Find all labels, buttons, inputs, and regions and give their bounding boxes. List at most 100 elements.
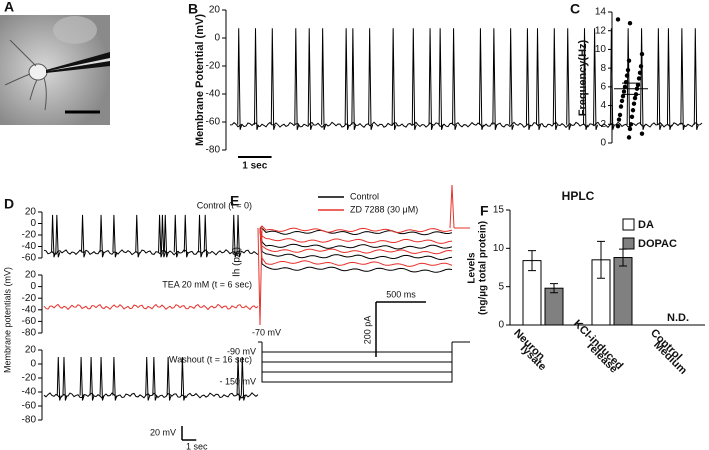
chart-title: HPLC <box>562 189 595 203</box>
trace-baseline <box>43 303 259 311</box>
axis-title: Membrane potentials (mV) <box>2 267 12 373</box>
spike <box>160 214 166 258</box>
panel-label: B <box>188 1 198 17</box>
voltage-label: - 150 mV <box>219 376 256 386</box>
spike <box>180 356 186 401</box>
spike <box>321 28 327 130</box>
y-tick-label: -60 <box>22 253 37 264</box>
spike <box>99 356 105 401</box>
spike <box>478 28 484 130</box>
point <box>618 104 624 109</box>
point <box>627 21 633 26</box>
spike <box>525 28 531 130</box>
spike <box>203 214 209 258</box>
spike <box>492 28 498 130</box>
point <box>615 123 621 129</box>
point <box>639 51 645 57</box>
spike <box>56 356 62 401</box>
y-tick-label: 6 <box>600 81 606 92</box>
y-tick-label: 10 <box>493 243 505 254</box>
panel-label: C <box>570 1 580 17</box>
point <box>619 98 625 104</box>
y-tick-label: 0 <box>498 320 504 331</box>
point <box>622 84 628 90</box>
current-trace <box>259 225 453 234</box>
trace-baseline <box>43 392 259 399</box>
trace-title: TEA 20 mM (t = 6 sec) <box>162 279 252 289</box>
photo <box>0 15 110 125</box>
error-bar <box>528 250 536 272</box>
y-tick-label: -40 <box>206 89 221 100</box>
spike <box>452 28 458 130</box>
y-tick-label: -40 <box>22 387 37 398</box>
spike <box>79 356 85 401</box>
spike <box>270 28 276 130</box>
error-bar <box>619 248 627 267</box>
y-tick-label: -80 <box>206 145 221 156</box>
current-trace <box>259 227 453 255</box>
y-tick-label: -60 <box>22 316 37 327</box>
point <box>635 82 641 88</box>
axis-title: Ih (pA) <box>232 247 243 277</box>
voltage-label: -70 mV <box>252 327 281 337</box>
spike <box>593 28 599 130</box>
y-tick-label: 8 <box>600 63 606 74</box>
voltage-step <box>261 342 453 383</box>
current-trace <box>259 227 453 244</box>
point <box>625 67 631 73</box>
y-tick-label: -20 <box>22 293 37 304</box>
spike <box>552 28 558 130</box>
spike <box>307 28 313 130</box>
spike <box>232 214 238 258</box>
spike <box>509 28 515 130</box>
trace-baseline <box>43 249 259 256</box>
spike <box>89 356 95 401</box>
point <box>631 101 637 106</box>
trace-title: Control (t = 0) <box>197 200 252 210</box>
spike <box>294 28 300 130</box>
point <box>626 58 632 63</box>
point <box>626 135 632 140</box>
point <box>629 114 635 120</box>
y-tick-label: -20 <box>22 373 37 384</box>
axis-title: Levels <box>467 252 478 284</box>
y-tick-label: 4 <box>600 100 606 111</box>
annotation: N.D. <box>667 312 689 324</box>
point <box>639 131 645 136</box>
point <box>630 108 636 113</box>
bar <box>613 257 633 326</box>
panel-label: D <box>4 196 14 212</box>
spike <box>344 28 350 130</box>
point <box>620 94 626 99</box>
voltage-step <box>261 342 453 373</box>
spike <box>236 214 242 258</box>
spike <box>112 214 118 258</box>
y-tick-label: 12 <box>595 25 607 36</box>
y-tick-label: 2 <box>600 119 606 130</box>
axis-title: 200 pA <box>362 316 372 345</box>
legend-label: DOPAC <box>638 238 677 250</box>
spike <box>693 28 699 130</box>
spike <box>536 28 541 130</box>
spike <box>368 28 374 130</box>
spike <box>135 214 141 258</box>
spike <box>566 28 572 130</box>
legend-swatch <box>622 218 635 231</box>
spike <box>99 214 105 258</box>
spike <box>183 214 189 258</box>
spike <box>81 214 86 258</box>
y-tick-label: -20 <box>22 230 37 241</box>
spike <box>145 356 151 401</box>
spike <box>438 28 444 130</box>
spike <box>236 356 242 401</box>
current-trace <box>259 227 453 261</box>
spike <box>112 356 118 401</box>
spike <box>173 214 179 258</box>
axis-title: (ng/µg total protein) <box>478 221 489 315</box>
y-tick-label: 0 <box>30 281 36 292</box>
y-tick-label: -40 <box>22 304 37 315</box>
y-tick-label: -80 <box>22 328 37 339</box>
voltage-label: -90 mV <box>227 346 256 356</box>
voltage-step <box>261 342 453 353</box>
